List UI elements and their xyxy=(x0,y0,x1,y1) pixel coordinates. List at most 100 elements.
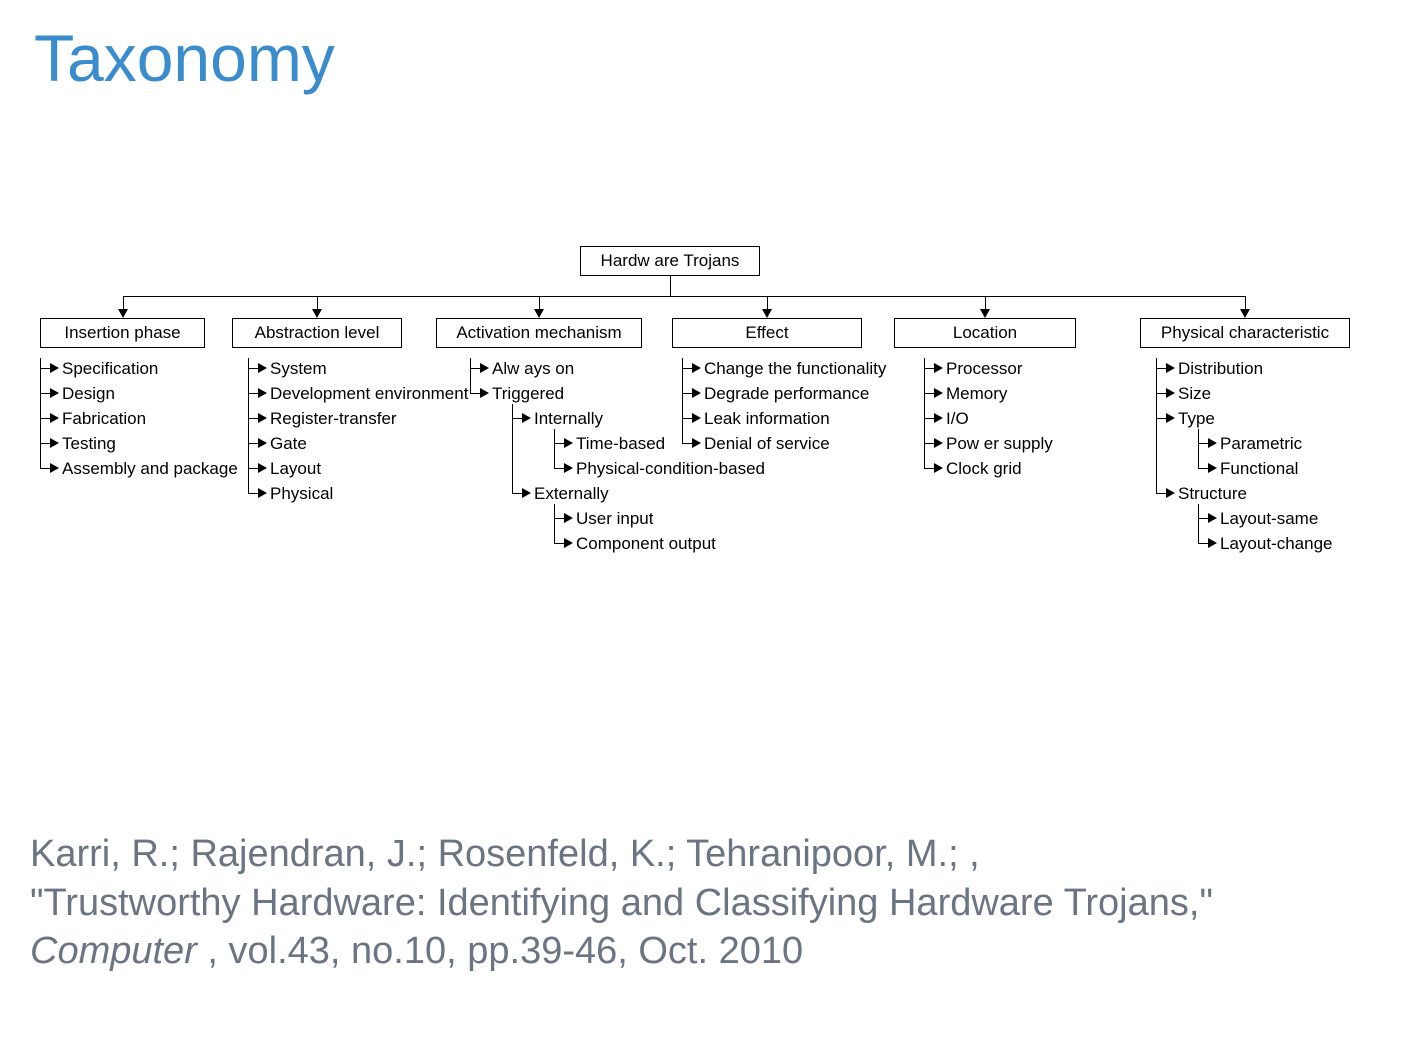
arrow-icon xyxy=(534,309,544,318)
arrow-icon xyxy=(692,363,701,373)
arrow-icon xyxy=(522,413,531,423)
connector-line xyxy=(40,368,50,369)
connector-line xyxy=(1198,468,1208,469)
connector-line xyxy=(1245,296,1246,309)
item-abstraction-level: Physical xyxy=(270,484,333,504)
item-physical-characteristic: Structure xyxy=(1178,484,1247,504)
arrow-icon xyxy=(50,388,59,398)
connector-line xyxy=(924,393,934,394)
item-activation-mechanism: Component output xyxy=(576,534,716,554)
arrow-icon xyxy=(522,488,531,498)
citation-details: , vol.43, no.10, pp.39-46, Oct. 2010 xyxy=(197,930,803,972)
connector-line xyxy=(767,296,768,309)
arrow-icon xyxy=(50,438,59,448)
connector-line xyxy=(470,358,471,393)
item-activation-mechanism: Externally xyxy=(534,484,609,504)
item-location: I/O xyxy=(946,409,969,429)
arrow-icon xyxy=(1208,463,1217,473)
connector-line xyxy=(512,404,513,418)
item-activation-mechanism: Time-based xyxy=(576,434,665,454)
item-activation-mechanism: User input xyxy=(576,509,653,529)
arrow-icon xyxy=(564,513,573,523)
arrow-icon xyxy=(50,463,59,473)
arrow-icon xyxy=(934,463,943,473)
item-physical-characteristic: Layout-same xyxy=(1220,509,1318,529)
arrow-icon xyxy=(118,309,128,318)
connector-line xyxy=(1198,518,1208,519)
arrow-icon xyxy=(692,413,701,423)
page-title: Taxonomy xyxy=(34,20,335,96)
item-effect: Leak information xyxy=(704,409,830,429)
category-box-effect: Effect xyxy=(672,318,862,348)
category-box-physical-characteristic: Physical characteristic xyxy=(1140,318,1350,348)
category-box-insertion-phase: Insertion phase xyxy=(40,318,205,348)
connector-line xyxy=(40,358,41,468)
citation-journal: Computer xyxy=(30,930,197,972)
connector-line xyxy=(123,296,1246,297)
taxonomy-tree: Hardw are Trojans Insertion phase Specific… xyxy=(32,246,1382,646)
item-abstraction-level: Layout xyxy=(270,459,321,479)
connector-line xyxy=(682,368,692,369)
item-abstraction-level: Register-transfer xyxy=(270,409,397,429)
category-box-location: Location xyxy=(894,318,1076,348)
arrow-icon xyxy=(1208,438,1217,448)
item-abstraction-level: System xyxy=(270,359,327,379)
connector-line xyxy=(924,358,925,468)
arrow-icon xyxy=(692,388,701,398)
item-activation-mechanism: Physical-condition-based xyxy=(576,459,765,479)
item-insertion-phase: Specification xyxy=(62,359,158,379)
connector-line xyxy=(40,393,50,394)
connector-line xyxy=(682,443,692,444)
connector-line xyxy=(985,296,986,309)
arrow-icon xyxy=(1166,363,1175,373)
connector-line xyxy=(40,443,50,444)
citation-paper-title: "Trustworthy Hardware: Identifying and C… xyxy=(30,882,1213,924)
connector-line xyxy=(248,493,258,494)
item-physical-characteristic: Functional xyxy=(1220,459,1298,479)
arrow-icon xyxy=(1208,538,1217,548)
item-activation-mechanism: Alw ays on xyxy=(492,359,574,379)
item-location: Processor xyxy=(946,359,1023,379)
item-effect: Degrade performance xyxy=(704,384,869,404)
arrow-icon xyxy=(934,388,943,398)
arrow-icon xyxy=(258,463,267,473)
connector-line xyxy=(248,443,258,444)
arrow-icon xyxy=(258,488,267,498)
connector-line xyxy=(1156,393,1166,394)
connector-line xyxy=(554,543,564,544)
connector-line xyxy=(924,418,934,419)
arrow-icon xyxy=(762,309,772,318)
category-box-abstraction-level: Abstraction level xyxy=(232,318,402,348)
connector-line xyxy=(512,418,522,419)
arrow-icon xyxy=(564,538,573,548)
arrow-icon xyxy=(258,363,267,373)
connector-line xyxy=(682,418,692,419)
arrow-icon xyxy=(1166,413,1175,423)
connector-line xyxy=(248,393,258,394)
connector-line xyxy=(554,443,564,444)
connector-line xyxy=(1156,418,1166,419)
connector-line xyxy=(1198,504,1199,518)
citation-authors: Karri, R.; Rajendran, J.; Rosenfeld, K.;… xyxy=(30,833,980,875)
connector-line xyxy=(40,418,50,419)
connector-line xyxy=(554,468,564,469)
connector-line xyxy=(248,358,249,493)
connector-line xyxy=(248,368,258,369)
arrow-icon xyxy=(312,309,322,318)
connector-line xyxy=(1156,493,1166,494)
connector-line xyxy=(670,276,671,296)
connector-line xyxy=(470,393,480,394)
connector-line xyxy=(554,518,564,519)
connector-line xyxy=(123,296,124,309)
connector-line xyxy=(554,429,555,443)
item-physical-characteristic: Parametric xyxy=(1220,434,1302,454)
item-insertion-phase: Design xyxy=(62,384,115,404)
connector-line xyxy=(682,358,683,443)
connector-line xyxy=(539,296,540,309)
root-box: Hardw are Trojans xyxy=(580,246,760,276)
arrow-icon xyxy=(50,413,59,423)
arrow-icon xyxy=(258,388,267,398)
item-activation-mechanism: Internally xyxy=(534,409,603,429)
connector-line xyxy=(554,504,555,518)
arrow-icon xyxy=(934,438,943,448)
